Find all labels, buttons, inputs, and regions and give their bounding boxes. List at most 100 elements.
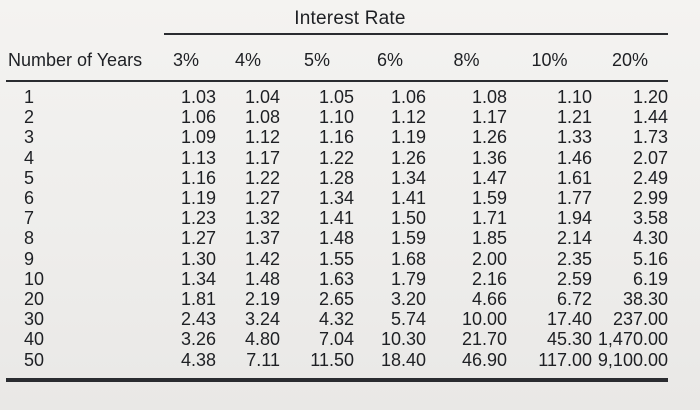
factor-cell: 1.44 [632, 107, 668, 128]
table-body: 1 1.03 1.04 1.05 1.06 1.08 1.10 1.20 2 1.06 1.08 1.… [6, 80, 668, 370]
factor-cell: 1.73 [632, 127, 668, 148]
factor-cell: 2.16 [471, 268, 507, 289]
factor-cell: 17.40 [546, 309, 592, 330]
factor-cell: 1.71 [471, 208, 507, 229]
table-row: 4 1.13 1.17 1.22 1.26 1.36 1.46 2.07 [6, 148, 668, 168]
factor-cell: 1.48 [318, 228, 354, 249]
column-header-rate: 6% [376, 49, 403, 70]
factor-cell: 1.17 [471, 107, 507, 128]
factor-cell: 1.68 [390, 248, 426, 269]
factor-cell: 1.26 [471, 127, 507, 148]
column-header-rate: 4% [234, 49, 261, 70]
factor-cell: 1.55 [318, 248, 354, 269]
factor-cell: 1.37 [244, 228, 280, 249]
factor-cell: 18.40 [380, 349, 426, 370]
factor-cell: 5.16 [632, 248, 668, 269]
factor-cell: 1.10 [556, 87, 592, 108]
factor-cell: 1.04 [244, 87, 280, 108]
factor-cell: 1.06 [390, 87, 426, 108]
factor-cell: 4.30 [632, 228, 668, 249]
table-row: 8 1.27 1.37 1.48 1.59 1.85 2.14 4.30 [6, 228, 668, 248]
table-row: 30 2.43 3.24 4.32 5.74 10.00 17.40 237.00 [6, 309, 668, 329]
factor-cell: 2.59 [556, 268, 592, 289]
factor-cell: 1.59 [390, 228, 426, 249]
factor-cell: 1.79 [390, 268, 426, 289]
table-row: 1 1.03 1.04 1.05 1.06 1.08 1.10 1.20 [6, 87, 668, 107]
column-header-rule [6, 80, 668, 82]
factor-cell: 3.24 [244, 309, 280, 330]
column-header-years: Number of Years [8, 49, 143, 70]
group-header-rule [164, 33, 668, 35]
factor-cell: 1.12 [390, 107, 426, 128]
factor-cell: 4.66 [471, 288, 507, 309]
years-cell: 50 [24, 349, 45, 370]
factor-cell: 3.58 [632, 208, 668, 229]
factor-cell: 1.10 [318, 107, 354, 128]
factor-cell: 2.49 [632, 167, 668, 188]
factor-cell: 1.59 [471, 188, 507, 209]
factor-cell: 1.27 [244, 188, 280, 209]
table-row: 2 1.06 1.08 1.10 1.12 1.17 1.21 1.44 [6, 107, 668, 127]
factor-cell: 1.48 [244, 268, 280, 289]
table-row: 7 1.23 1.32 1.41 1.50 1.71 1.94 3.58 [6, 208, 668, 228]
factor-cell: 1.06 [180, 107, 216, 128]
factor-cell: 3.26 [180, 329, 216, 350]
years-cell: 2 [24, 107, 35, 128]
factor-cell: 1.94 [556, 208, 592, 229]
compound-interest-table: Number of Years 3% 4% 5% 6% 8% 10% 20% 1… [6, 40, 668, 370]
factor-cell: 1.03 [180, 87, 216, 108]
factor-cell: 46.90 [461, 349, 507, 370]
factor-cell: 21.70 [461, 329, 507, 350]
factor-cell: 1,470.00 [597, 329, 668, 350]
factor-cell: 1.16 [180, 167, 216, 188]
column-header-rate: 10% [531, 49, 568, 70]
factor-cell: 237.00 [612, 309, 668, 330]
factor-cell: 1.27 [180, 228, 216, 249]
years-cell: 10 [24, 268, 45, 289]
factor-cell: 1.42 [244, 248, 280, 269]
factor-cell: 1.32 [244, 208, 280, 229]
column-header-row: Number of Years 3% 4% 5% 6% 8% 10% 20% [6, 40, 668, 80]
factor-cell: 6.72 [556, 288, 592, 309]
factor-cell: 1.20 [632, 87, 668, 108]
column-header-rate: 20% [611, 49, 649, 70]
table-row: 40 3.26 4.80 7.04 10.30 21.70 45.30 1,470.00 [6, 329, 668, 349]
factor-cell: 1.19 [390, 127, 426, 148]
factor-cell: 10.00 [461, 309, 507, 330]
factor-cell: 9,100.00 [597, 349, 668, 370]
factor-cell: 1.26 [390, 147, 426, 168]
column-header-rate: 3% [172, 49, 199, 70]
factor-cell: 1.08 [471, 87, 507, 108]
table-row: 6 1.19 1.27 1.34 1.41 1.59 1.77 2.99 [6, 188, 668, 208]
factor-cell: 1.12 [244, 127, 280, 148]
years-cell: 20 [24, 288, 45, 309]
factor-cell: 1.34 [318, 188, 354, 209]
table-row: 9 1.30 1.42 1.55 1.68 2.00 2.35 5.16 [6, 249, 668, 269]
years-cell: 8 [24, 228, 35, 249]
factor-cell: 1.50 [390, 208, 426, 229]
factor-cell: 1.47 [471, 167, 507, 188]
factor-cell: 2.35 [556, 248, 592, 269]
years-cell: 3 [24, 127, 35, 148]
years-cell: 30 [24, 309, 45, 330]
factor-cell: 1.34 [180, 268, 216, 289]
factor-cell: 3.20 [390, 288, 426, 309]
factor-cell: 7.04 [318, 329, 354, 350]
factor-cell: 4.80 [244, 329, 280, 350]
years-cell: 9 [24, 248, 35, 269]
factor-cell: 2.43 [180, 309, 216, 330]
factor-cell: 45.30 [546, 329, 592, 350]
years-cell: 4 [24, 147, 35, 168]
table-row: 10 1.34 1.48 1.63 1.79 2.16 2.59 6.19 [6, 269, 668, 289]
factor-cell: 38.30 [622, 288, 668, 309]
factor-cell: 1.85 [471, 228, 507, 249]
factor-cell: 2.00 [471, 248, 507, 269]
factor-cell: 1.63 [318, 268, 354, 289]
factor-cell: 4.32 [318, 309, 354, 330]
table-row: 5 1.16 1.22 1.28 1.34 1.47 1.61 2.49 [6, 168, 668, 188]
factor-cell: 1.36 [471, 147, 507, 168]
spacer-cell [6, 80, 668, 87]
factor-cell: 2.14 [556, 228, 592, 249]
factor-cell: 1.77 [556, 188, 592, 209]
